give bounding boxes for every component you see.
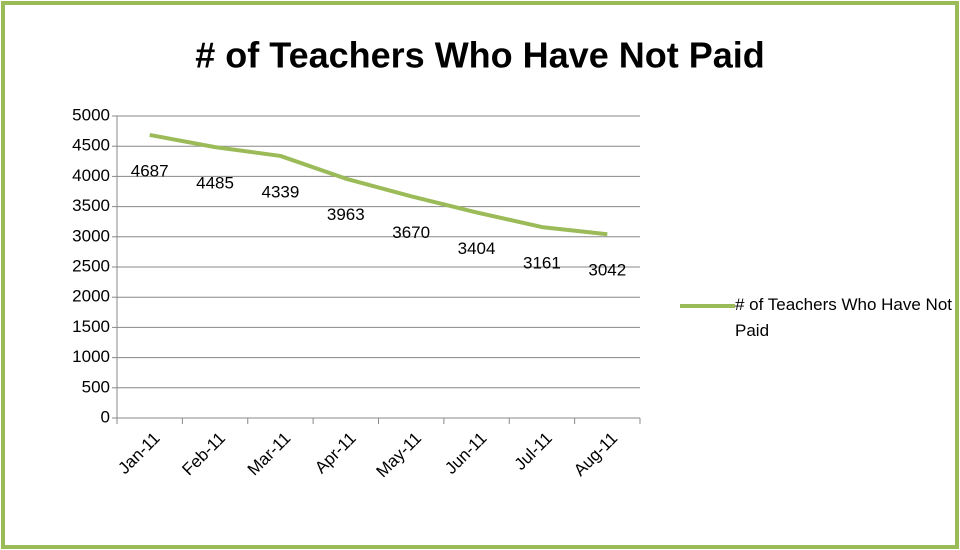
data-label: 4687 — [131, 161, 169, 180]
x-tick-label: Jan-11 — [114, 429, 163, 478]
data-label: 4339 — [262, 182, 300, 201]
data-label: 3161 — [523, 254, 561, 273]
x-tick-label: Aug-11 — [570, 429, 621, 480]
x-tick-label: Feb-11 — [178, 429, 229, 480]
data-label: 3670 — [392, 223, 430, 242]
x-tick-label: May-11 — [373, 429, 426, 482]
y-tick-label: 1000 — [72, 347, 110, 366]
data-label: 3963 — [327, 205, 365, 224]
y-tick-label: 2000 — [72, 287, 110, 306]
y-tick-label: 1500 — [72, 317, 110, 336]
y-tick-label: 0 — [101, 407, 110, 426]
x-tick-label: Apr-11 — [311, 429, 360, 478]
x-tick-label: Jul-11 — [511, 429, 556, 474]
y-tick-label: 4000 — [72, 166, 110, 185]
data-label: 3404 — [458, 239, 496, 258]
data-label: 4485 — [196, 174, 234, 193]
data-line — [149, 132, 608, 237]
x-tick-label: Mar-11 — [244, 429, 295, 480]
y-tick-label: 3500 — [72, 196, 110, 215]
y-tick-label: 3000 — [72, 226, 110, 245]
y-tick-label: 5000 — [72, 105, 110, 124]
data-label: 3042 — [588, 261, 626, 280]
chart-title: # of Teachers Who Have Not Paid — [195, 35, 764, 76]
legend-label: # of Teachers Who Have Not Paid — [735, 295, 953, 340]
x-tick-label: Jun-11 — [441, 429, 490, 478]
y-tick-label: 500 — [82, 377, 110, 396]
y-tick-label: 4500 — [72, 136, 110, 155]
y-tick-label: 2500 — [72, 256, 110, 275]
